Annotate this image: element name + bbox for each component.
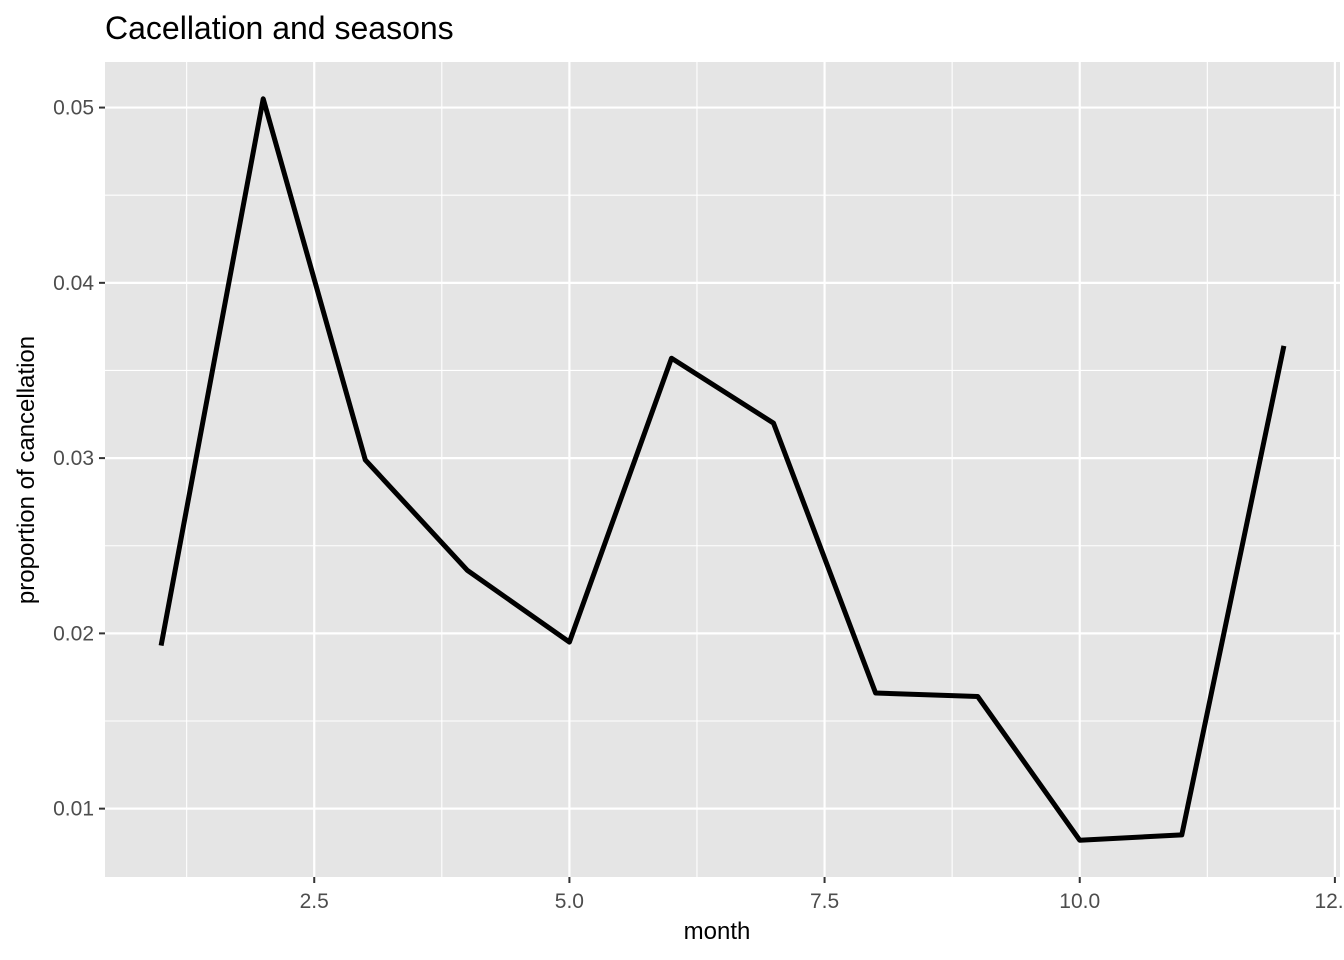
- series-layer: [158, 96, 1287, 843]
- x-tick-label: 2.5: [300, 890, 329, 913]
- y-tick-label: 0.05: [53, 97, 94, 120]
- x-tick-label: 12.5: [1314, 890, 1344, 913]
- series-line: [158, 96, 1287, 843]
- chart-title: Cacellation and seasons: [105, 10, 454, 46]
- x-tick-label: 10.0: [1059, 890, 1100, 913]
- minor-gridlines: [105, 62, 1340, 877]
- y-tick-label: 0.03: [53, 447, 94, 470]
- x-axis-title: month: [684, 918, 751, 945]
- major-gridlines: [105, 62, 1340, 877]
- x-tick-label: 7.5: [810, 890, 839, 913]
- x-tick-label: 5.0: [555, 890, 584, 913]
- plot-panel: [105, 62, 1340, 877]
- y-axis: 0.01 0.02 0.03 0.04 0.05: [53, 97, 105, 821]
- y-axis-title: proportion of cancellation: [13, 336, 40, 604]
- x-axis: 2.5 5.0 7.5 10.0 12.5: [300, 877, 1344, 913]
- y-tick-label: 0.02: [53, 622, 94, 645]
- y-tick-label: 0.04: [53, 272, 94, 295]
- y-tick-label: 0.01: [53, 798, 94, 821]
